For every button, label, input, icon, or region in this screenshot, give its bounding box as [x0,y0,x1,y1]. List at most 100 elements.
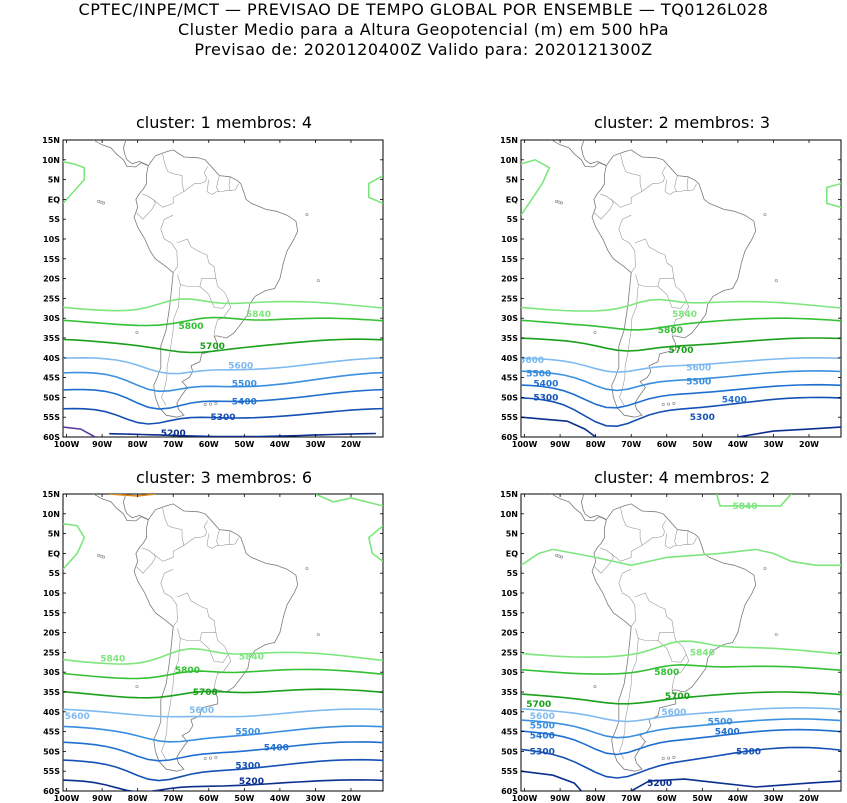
island [672,401,676,405]
island [667,402,671,406]
contour-line [63,388,383,410]
island [560,555,564,559]
lat-tick-label: 15S [501,609,518,618]
country-border [228,177,231,191]
country-border [216,175,220,192]
contour-line [63,316,383,327]
country-border [671,300,690,335]
map-panel-3-group: 5840 5840 5800 5700 5600 5600 5500 5400 5300 5200… [42,490,384,803]
island [99,200,103,204]
lon-tick-label: 60W [199,794,219,803]
lat-tick-label: 50S [43,747,60,756]
contour-line [63,407,383,425]
country-border [199,632,229,663]
lon-tick-label: 90W [550,794,570,803]
lat-tick-label: 10N [500,156,518,165]
country-border [136,199,156,220]
header-title: CPTEC/INPE/MCT — PREVISAO DE TEMPO GLOBA… [78,0,769,19]
header-subtitle: Cluster Medio para a Altura Geopotencial… [177,20,670,39]
lat-tick-label: 40S [501,354,518,363]
contour-line [521,370,841,392]
contour-line [63,741,383,762]
lat-tick-label: 55S [43,767,60,776]
country-border [634,238,675,287]
contour-label: 5840 [100,654,125,664]
lat-tick-label: 20S [501,275,518,284]
contour-label: 5500 [708,718,733,728]
contour-line [737,426,841,437]
header-dates: Previsao de: 2020120400Z Valido para: 20… [194,40,653,59]
country-border [686,531,689,545]
lat-tick-label: 5S [49,569,61,578]
country-border [141,507,185,562]
contour-line [715,494,792,507]
panel-4-title: cluster: 4 membros: 2 [593,468,771,487]
panel-1-title: cluster: 1 membros: 4 [135,113,313,132]
contour-label: 5300 [736,747,761,757]
island [593,684,597,688]
figure-header: CPTEC/INPE/MCT — PREVISAO DE TEMPO GLOBA… [0,0,847,60]
lon-tick-label: 80W [586,794,606,803]
country-border [183,166,208,192]
lon-tick-label: 70W [621,794,641,803]
country-border [206,179,239,195]
island [557,554,561,558]
map-frame [520,139,842,438]
island [316,279,320,283]
coastline [133,503,299,772]
lon-tick-label: 80W [586,440,606,449]
island [316,633,320,637]
country-border [641,166,666,192]
contour-line [63,161,86,204]
lat-tick-label: 30S [501,668,518,677]
lat-tick-label: 10S [501,589,518,598]
lat-tick-label: 10N [42,510,60,519]
contour-line [315,494,383,507]
lat-tick-label: 25S [501,294,518,303]
island [102,555,106,559]
contour-line [630,778,841,791]
lon-tick-label: 30W [305,794,325,803]
map-frame [62,493,384,792]
island [203,757,207,761]
contour-label: 5400 [722,395,747,405]
country-border [141,153,185,208]
contour-label: 5600 [228,362,253,372]
lat-tick-label: 5N [48,176,60,185]
island [557,200,561,204]
contour-label: 5600 [661,708,686,718]
lat-tick-label: 20S [501,629,518,638]
lon-tick-label: 100W [54,794,80,803]
lon-tick-label: 90W [92,794,112,803]
contour-label: 5840 [239,652,264,662]
contour-label: 5700 [200,342,225,352]
contour-line [521,416,597,437]
coastline [591,149,757,418]
lat-tick-label: 15S [43,255,60,264]
island [593,330,597,334]
lon-tick-label: 30W [305,440,325,449]
country-border [641,520,666,546]
lat-tick-label: 10N [500,510,518,519]
contour-label: 5200 [647,779,672,789]
country-border [664,533,697,549]
contour-label: 5300 [235,761,260,771]
lon-tick-label: 50W [234,794,254,803]
lat-tick-label: 10S [43,589,60,598]
island [774,633,778,637]
contour-line [521,548,841,567]
lat-tick-label: 20S [43,275,60,284]
island [667,756,671,760]
contour-label: 5300 [690,413,715,423]
contour-label: 5300 [210,413,235,423]
coastline [133,149,299,418]
lat-tick-label: 60S [501,787,518,796]
country-border [183,520,208,546]
contour-line [521,396,841,428]
country-border [160,214,178,273]
lat-tick-label: 35S [501,334,518,343]
country-border [664,179,697,195]
map-frame [62,139,384,438]
lon-tick-label: 20W [341,794,361,803]
contour-label: 5840 [732,502,757,512]
